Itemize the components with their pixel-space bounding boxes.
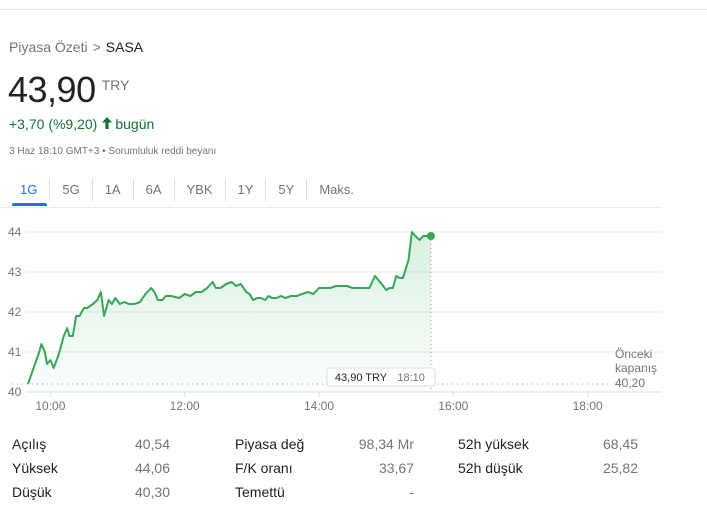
stat-value-dividend: - bbox=[409, 484, 414, 500]
price-currency: TRY bbox=[101, 77, 130, 93]
tab-5g[interactable]: 5G bbox=[62, 182, 80, 197]
tab-divider bbox=[265, 179, 267, 201]
x-tick-label: 14:00 bbox=[304, 399, 334, 413]
tab-divider bbox=[132, 179, 134, 201]
change-value: +3,70 (%9,20) bbox=[9, 116, 98, 132]
x-tick-label: 12:00 bbox=[170, 399, 200, 413]
stat-value-pe: 33,67 bbox=[378, 460, 414, 476]
top-divider bbox=[0, 9, 707, 10]
tab-divider bbox=[91, 179, 93, 201]
price-tooltip-box bbox=[326, 367, 436, 387]
stat-value-high: 44,06 bbox=[134, 460, 170, 476]
stat-label-low: Düşük bbox=[12, 484, 52, 500]
stat-label-52w-high: 52h yüksek bbox=[458, 436, 529, 452]
stat-label-high: Yüksek bbox=[12, 460, 58, 476]
breadcrumb-separator: > bbox=[92, 39, 101, 55]
tab-1g[interactable]: 1G bbox=[8, 176, 49, 206]
stat-label-dividend: Temettü bbox=[235, 484, 285, 500]
price-area bbox=[28, 232, 431, 392]
stat-label-mcap: Piyasa değ bbox=[235, 436, 305, 452]
change-period: bugün bbox=[115, 116, 155, 132]
tab-1y[interactable]: 1Y bbox=[237, 182, 254, 197]
previous-close-label: Önceki bbox=[615, 347, 652, 361]
tab-ybk[interactable]: YBK bbox=[186, 182, 213, 197]
stats-row: Açılış 40,54 Piyasa değ 98,34 Mr 52h yük… bbox=[12, 436, 662, 460]
tab-5y[interactable]: 5Y bbox=[278, 182, 295, 197]
y-tick-label: 42 bbox=[8, 305, 22, 319]
x-tick-label: 16:00 bbox=[438, 399, 468, 413]
stat-value-open: 40,54 bbox=[134, 436, 170, 452]
stat-label-pe: F/K oranı bbox=[235, 460, 293, 476]
stats-row: Düşük 40,30 Temettü - bbox=[12, 484, 662, 508]
price-display: 43,90 TRY bbox=[8, 70, 129, 110]
last-price-dot bbox=[426, 232, 435, 240]
stat-value-low: 40,30 bbox=[134, 484, 170, 500]
x-tick-label: 18:00 bbox=[573, 399, 603, 413]
x-tick-label: 10:00 bbox=[35, 399, 65, 413]
tab-divider bbox=[49, 179, 51, 201]
stat-value-52w-low: 25,82 bbox=[602, 460, 638, 476]
stats-row: Yüksek 44,06 F/K oranı 33,67 52h düşük 2… bbox=[12, 460, 662, 484]
price-value: 43,90 bbox=[8, 69, 96, 110]
price-line bbox=[27, 231, 431, 385]
range-tabs: 1G 5G 1A 6A YBK 1Y 5Y Maks. bbox=[8, 176, 366, 206]
stat-value-52w-high: 68,45 bbox=[602, 436, 638, 452]
stat-value-mcap: 98,34 Mr bbox=[358, 436, 414, 452]
y-tick-label: 44 bbox=[8, 225, 22, 239]
disclaimer-link[interactable]: Sorumluluk reddi beyanı bbox=[108, 146, 217, 157]
quote-date: 3 Haz 18:10 GMT+3 bbox=[9, 146, 100, 157]
meta-bullet: • bbox=[102, 146, 106, 157]
stat-label-open: Açılış bbox=[12, 436, 47, 452]
previous-close-value: 40,20 bbox=[615, 376, 645, 390]
arrow-up-icon bbox=[102, 116, 113, 132]
tab-maks[interactable]: Maks. bbox=[319, 182, 354, 197]
quote-meta: 3 Haz 18:10 GMT+3 • Sorumluluk reddi bey… bbox=[9, 146, 216, 157]
price-chart[interactable]: 40 41 42 43 44 10:00 12:00 14:00 16:00 18:00 43,90… bbox=[0, 210, 707, 420]
breadcrumb-parent-link[interactable]: Piyasa Özeti bbox=[9, 39, 88, 55]
tab-6a[interactable]: 6A bbox=[145, 182, 162, 197]
tab-divider bbox=[224, 179, 226, 201]
price-change: +3,70 (%9,20) bugün bbox=[9, 116, 154, 132]
breadcrumb: Piyasa Özeti > SASA bbox=[9, 39, 143, 55]
tooltip-price: 43,90 TRY bbox=[335, 372, 388, 384]
stats-table: Açılış 40,54 Piyasa değ 98,34 Mr 52h yük… bbox=[12, 436, 662, 508]
previous-close-label: kapanış bbox=[615, 361, 657, 375]
stat-label-52w-low: 52h düşük bbox=[458, 460, 523, 476]
tab-divider bbox=[306, 179, 308, 201]
y-tick-label: 40 bbox=[8, 385, 22, 399]
y-tick-label: 41 bbox=[8, 345, 22, 359]
tooltip-time: 18:10 bbox=[397, 372, 425, 384]
y-tick-label: 43 bbox=[8, 265, 22, 279]
tabs-divider bbox=[0, 207, 662, 208]
tab-divider bbox=[173, 179, 175, 201]
breadcrumb-current: SASA bbox=[105, 39, 144, 55]
tab-1a[interactable]: 1A bbox=[104, 182, 121, 197]
